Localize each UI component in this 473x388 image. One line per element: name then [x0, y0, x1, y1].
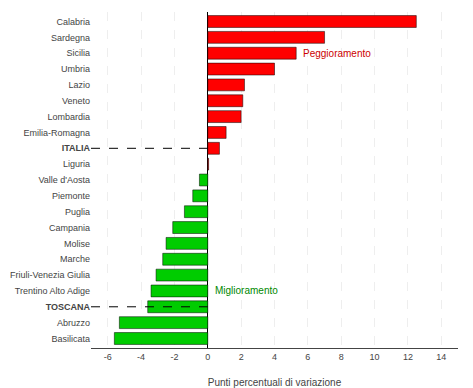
svg-text:-2: -2 [170, 352, 178, 362]
svg-text:-6: -6 [104, 352, 112, 362]
svg-text:8: 8 [339, 352, 344, 362]
svg-text:Puglia: Puglia [65, 207, 90, 217]
svg-text:Trentino Alto Adige: Trentino Alto Adige [15, 286, 90, 296]
svg-text:Calabria: Calabria [56, 17, 90, 27]
svg-text:Lazio: Lazio [68, 80, 90, 90]
svg-text:TOSCANA: TOSCANA [46, 302, 91, 312]
svg-text:Piemonte: Piemonte [52, 191, 90, 201]
svg-text:2: 2 [239, 352, 244, 362]
svg-text:14: 14 [436, 352, 446, 362]
svg-text:Molise: Molise [64, 239, 90, 249]
svg-text:Sicilia: Sicilia [66, 48, 90, 58]
svg-text:0: 0 [205, 352, 210, 362]
svg-text:Marche: Marche [60, 254, 90, 264]
svg-text:Basilicata: Basilicata [51, 334, 90, 344]
svg-text:Veneto: Veneto [62, 96, 90, 106]
svg-text:Friuli-Venezia Giulia: Friuli-Venezia Giulia [10, 270, 90, 280]
svg-text:Campania: Campania [49, 223, 90, 233]
svg-text:Miglioramento: Miglioramento [215, 285, 278, 296]
svg-text:4: 4 [272, 352, 277, 362]
svg-text:12: 12 [403, 352, 413, 362]
svg-text:Abruzzo: Abruzzo [57, 318, 90, 328]
svg-text:Sardegna: Sardegna [51, 33, 90, 43]
svg-text:Liguria: Liguria [63, 159, 90, 169]
svg-text:Valle d'Aosta: Valle d'Aosta [38, 175, 90, 185]
svg-text:10: 10 [370, 352, 380, 362]
svg-text:Punti percentuali di variazion: Punti percentuali di variazione [208, 377, 342, 388]
svg-text:ITALIA: ITALIA [62, 143, 91, 153]
svg-text:Umbria: Umbria [61, 64, 90, 74]
svg-text:6: 6 [305, 352, 310, 362]
svg-text:Emilia-Romagna: Emilia-Romagna [23, 128, 90, 138]
svg-text:-4: -4 [137, 352, 145, 362]
svg-text:Lombardia: Lombardia [47, 112, 90, 122]
svg-text:Peggioramento: Peggioramento [303, 48, 371, 59]
